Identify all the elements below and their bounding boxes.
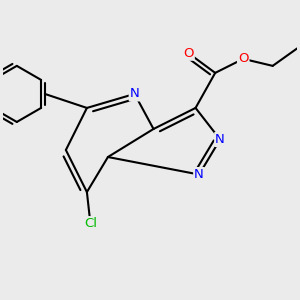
Text: O: O: [238, 52, 248, 65]
Text: Cl: Cl: [84, 217, 97, 230]
Text: N: N: [130, 87, 140, 101]
Text: N: N: [215, 133, 225, 146]
Text: N: N: [194, 168, 204, 181]
Text: O: O: [183, 47, 194, 60]
